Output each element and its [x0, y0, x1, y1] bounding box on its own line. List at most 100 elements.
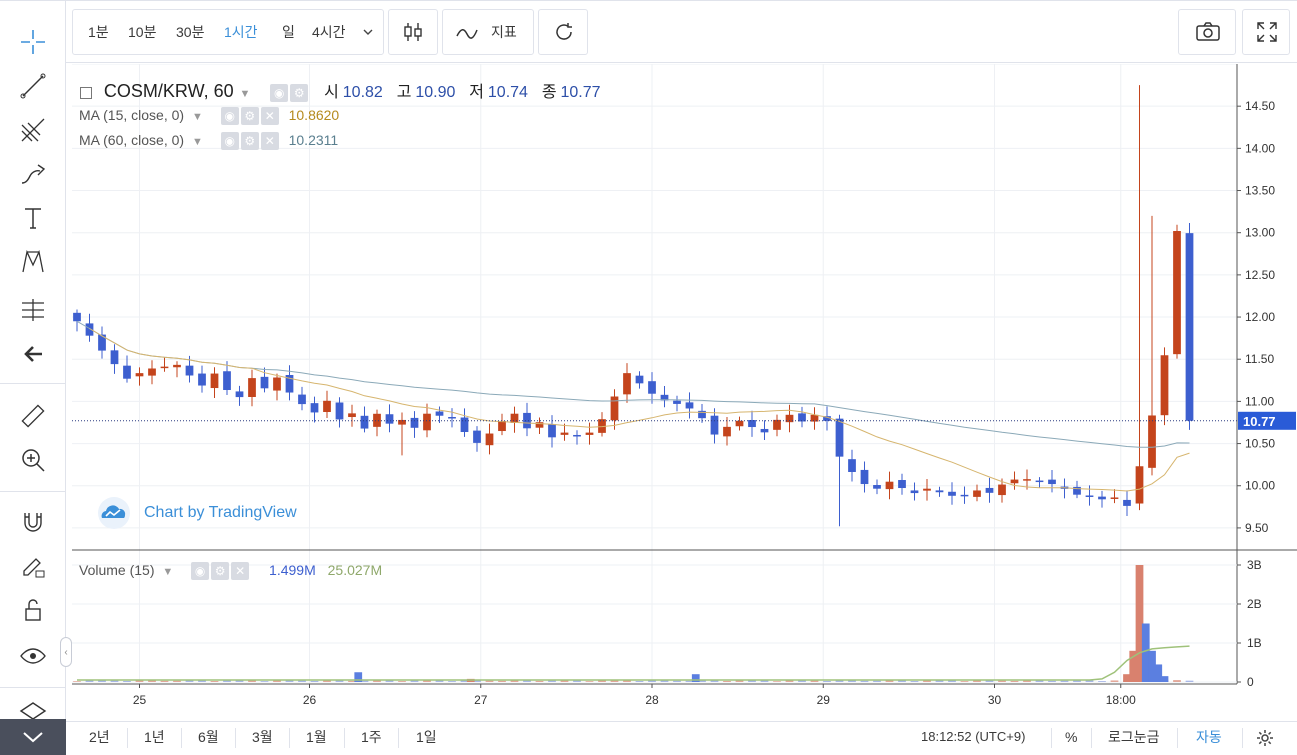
settings-icon[interactable]: ⚙: [240, 132, 259, 151]
chevron-down-icon[interactable]: ▼: [191, 111, 203, 123]
candle-body: [348, 413, 356, 418]
interval-30m[interactable]: 30분: [176, 24, 205, 40]
chevron-down-icon[interactable]: ▼: [191, 136, 203, 148]
close-icon[interactable]: ✕: [260, 107, 279, 126]
chevron-down-icon[interactable]: ▼: [239, 88, 251, 100]
zoom-in-icon[interactable]: [8, 441, 58, 479]
volume-bar: [635, 681, 644, 682]
pitchfork-icon[interactable]: [8, 111, 58, 149]
range-1w[interactable]: 1주: [361, 729, 382, 745]
eye-toggle-icon[interactable]: ◉: [270, 84, 289, 103]
chart-area[interactable]: 9.50 10.00 10.50 11.00 11.50 12.00 12.50 13.00 1…: [72, 64, 1297, 721]
candle-body: [335, 402, 344, 420]
volume-bar: [648, 680, 656, 682]
clock-display[interactable]: 18:12:52 (UTC+9): [921, 729, 1026, 744]
candle-body: [823, 416, 831, 421]
x-tick-label: 18:00: [1106, 693, 1136, 707]
volume-bar: [498, 680, 506, 682]
candle-body: [185, 365, 194, 376]
interval-1h[interactable]: 1시간: [224, 24, 258, 40]
candle-body: [460, 417, 469, 433]
crosshair-icon[interactable]: [8, 23, 58, 61]
fullscreen-button[interactable]: [1242, 9, 1290, 55]
close-icon[interactable]: ✕: [260, 132, 279, 151]
chevron-down-icon[interactable]: ▼: [162, 566, 174, 578]
volume-bar: [198, 680, 206, 682]
x-tick-label: 29: [817, 693, 831, 707]
tradingview-watermark[interactable]: Chart by TradingView: [94, 496, 297, 530]
candle-body: [473, 430, 481, 443]
collapse-legend-icon[interactable]: [80, 87, 92, 100]
chevron-down-icon[interactable]: [362, 26, 374, 38]
candle-body: [373, 413, 381, 427]
candle-body: [173, 364, 181, 368]
toolbar-divider: [0, 383, 66, 384]
expand-toolbar-button[interactable]: [0, 719, 66, 755]
candle-body: [935, 490, 944, 493]
volume-bar: [860, 680, 869, 682]
y-tick-label: 13.00: [1245, 226, 1275, 240]
text-icon[interactable]: [8, 199, 58, 237]
settings-icon[interactable]: [1256, 729, 1274, 747]
range-6m[interactable]: 6월: [198, 729, 219, 745]
divider: [1091, 728, 1092, 748]
pattern-icon[interactable]: [8, 243, 58, 281]
measure-tools-icon[interactable]: [8, 291, 58, 329]
eye-icon[interactable]: [8, 637, 58, 675]
lock-drawing-icon[interactable]: [8, 547, 58, 585]
auto-scale-button[interactable]: 자동: [1196, 729, 1222, 745]
volume-bar: [935, 680, 944, 682]
collapse-toolbar-handle[interactable]: ‹: [60, 637, 72, 667]
percent-scale-button[interactable]: %: [1065, 729, 1078, 745]
range-3m[interactable]: 3월: [252, 729, 273, 745]
candle-body: [635, 375, 644, 384]
volume-bar: [473, 680, 481, 682]
indicators-button[interactable]: 지표: [442, 9, 534, 55]
volume-legend: Volume (15) ▼ ◉ ⚙ ✕ 1.499M 25.027M: [79, 562, 382, 581]
main-legend: COSM/KRW, 60 ▼ ◉ ⚙ 시 10.82 고 10.90 저 10.7…: [80, 78, 601, 103]
settings-icon[interactable]: ⚙: [290, 84, 309, 103]
log-scale-button[interactable]: 로그눈금: [1108, 729, 1160, 745]
chart-canvas[interactable]: 9.50 10.00 10.50 11.00 11.50 12.00 12.50 13.00 1…: [72, 64, 1297, 721]
volume-bar: [173, 680, 181, 682]
volume-bar: [623, 680, 631, 682]
interval-1m[interactable]: 1분: [88, 24, 109, 40]
y-tick-label: 10.00: [1245, 479, 1275, 493]
divider: [1051, 728, 1052, 748]
candle-body: [998, 484, 1006, 496]
interval-4h[interactable]: 4시간: [312, 24, 346, 40]
range-2y[interactable]: 2년: [89, 729, 110, 745]
divider: [235, 728, 236, 748]
trend-line-icon[interactable]: [8, 67, 58, 105]
x-tick-label: 30: [988, 693, 1002, 707]
settings-icon[interactable]: ⚙: [211, 562, 230, 581]
reset-button[interactable]: [538, 9, 588, 55]
ruler-icon[interactable]: [8, 397, 58, 435]
chart-type-button[interactable]: [388, 9, 438, 55]
screenshot-button[interactable]: [1178, 9, 1236, 55]
interval-day[interactable]: 일: [282, 24, 295, 40]
volume-bar: [248, 680, 256, 682]
range-1m[interactable]: 1월: [306, 729, 327, 745]
close-icon[interactable]: ✕: [231, 562, 250, 581]
back-arrow-icon[interactable]: [8, 335, 58, 373]
candle-body: [723, 426, 731, 437]
eye-toggle-icon[interactable]: ◉: [220, 132, 239, 151]
range-1y[interactable]: 1년: [144, 729, 165, 745]
range-1d[interactable]: 1일: [416, 729, 437, 745]
layers-icon[interactable]: [8, 699, 58, 723]
candle-body: [385, 414, 394, 424]
symbol-title: COSM/KRW, 60: [103, 81, 234, 101]
candle-body: [548, 424, 556, 438]
volume-bar: [1185, 680, 1194, 682]
eye-toggle-icon[interactable]: ◉: [191, 562, 210, 581]
magnet-icon[interactable]: [8, 503, 58, 541]
volume-bar: [698, 680, 706, 682]
brush-icon[interactable]: [8, 155, 58, 193]
unlock-icon[interactable]: [8, 591, 58, 629]
settings-icon[interactable]: ⚙: [240, 107, 259, 126]
eye-toggle-icon[interactable]: ◉: [220, 107, 239, 126]
interval-10m[interactable]: 10분: [128, 24, 157, 40]
y-tick-label: 11.50: [1245, 352, 1274, 366]
